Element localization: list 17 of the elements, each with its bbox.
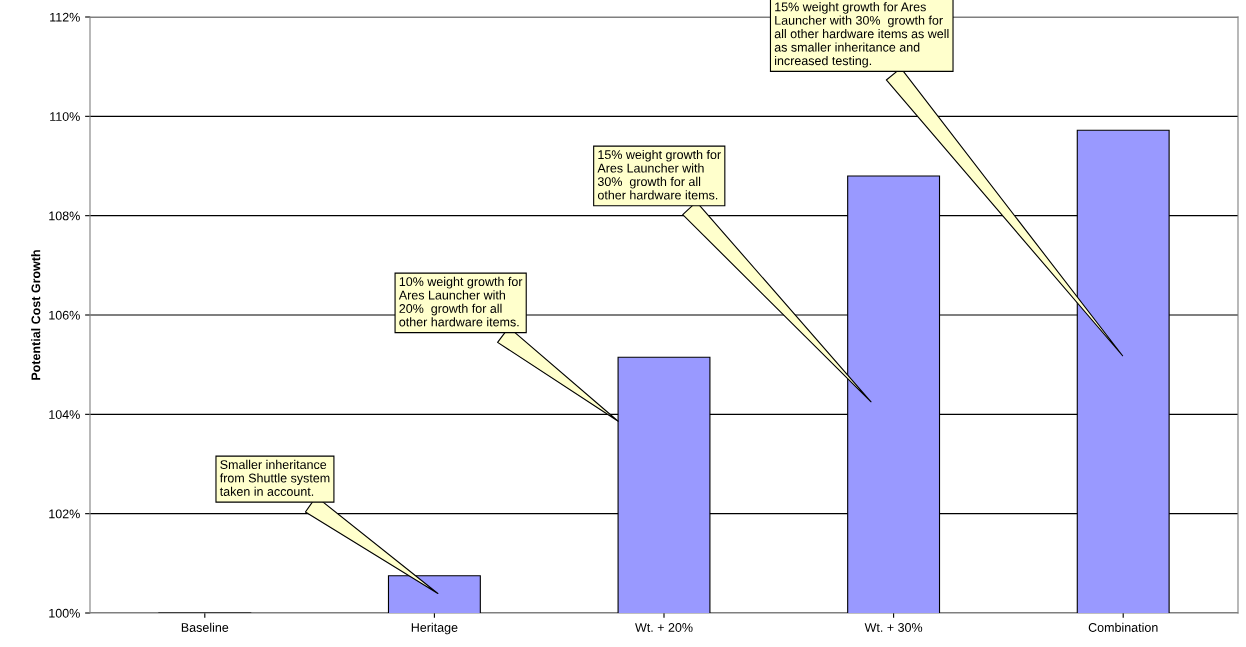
annotation: 10% weight growth for Ares Launcher with 20% growth for all other hardware items.: [398, 276, 523, 327]
y-tick-label: 112%: [50, 12, 80, 22]
annotation: 15% weight growth for Ares Launcher with 30% growth for all other hardware items.: [597, 149, 721, 200]
x-tick-label: Wt. + 30%: [864, 623, 923, 632]
y-axis-title: Potential Cost Growth: [31, 250, 41, 380]
y-tick-label: 100%: [49, 608, 80, 618]
x-tick-label: Wt. + 20%: [635, 623, 693, 632]
y-tick-label: 110%: [50, 112, 80, 121]
x-tick-label: Heritage: [411, 622, 458, 635]
y-tick-label: 106%: [49, 310, 80, 320]
x-tick-label: Combination: [1088, 622, 1158, 632]
annotation: Smaller inheritance from Shuttle system taken in account.: [219, 459, 330, 496]
y-tick-label: 102%: [49, 509, 80, 519]
annotation: 15% weight growth for Ares Launcher with 30% growth for all other hardware items as well as smaller inheritance and increased testing.: [774, 2, 949, 68]
y-tick-label: 108%: [49, 211, 80, 221]
y-tick-label: 104%: [49, 410, 80, 419]
x-tick-label: Baseline: [181, 622, 229, 632]
